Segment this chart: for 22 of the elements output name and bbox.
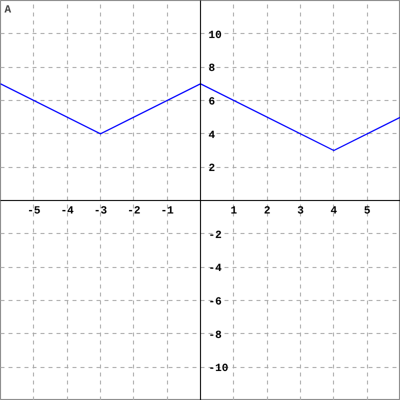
y-tick-label: -8 (208, 330, 222, 342)
y-tick-label: 4 (208, 130, 216, 142)
x-tick-label: -3 (94, 206, 108, 218)
y-tick-label: 6 (208, 96, 216, 108)
y-tick-label: -6 (208, 296, 222, 308)
x-tick-label: 5 (364, 206, 371, 218)
y-tick-label: 10 (208, 30, 222, 42)
x-tick-label: -1 (160, 206, 174, 218)
x-tick-label: 4 (330, 206, 338, 218)
line-series (0, 83, 400, 152)
y-tick-label: -2 (208, 230, 222, 242)
y-tick-label: -10 (208, 363, 228, 376)
x-tick-label: 1 (230, 206, 238, 218)
x-tick-label: 2 (264, 206, 270, 218)
y-tick-label: -4 (208, 263, 222, 276)
y-tick-label: 2 (208, 163, 216, 176)
x-tick-label: 3 (297, 206, 304, 218)
x-tick-label: -2 (127, 206, 140, 218)
x-tick-label: -4 (60, 206, 74, 218)
x-tick-label: -5 (27, 206, 41, 218)
chart-title: A (4, 4, 12, 16)
y-tick-label: 8 (208, 63, 216, 76)
